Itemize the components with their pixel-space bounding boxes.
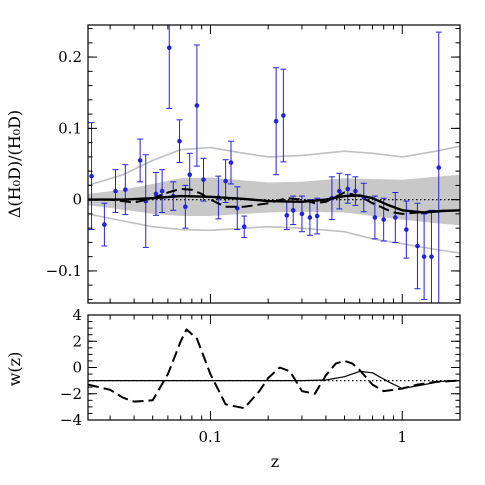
- data-point-29: [345, 186, 351, 192]
- top-y-tick-label: 0: [72, 191, 82, 209]
- top-curve-solid: [88, 194, 460, 214]
- bottom-y-tick-label: −4: [60, 411, 82, 429]
- data-point-19: [241, 224, 247, 230]
- data-point-22: [284, 213, 290, 218]
- x-axis-label: z: [271, 452, 279, 471]
- top-y-tick-label: 0.2: [58, 48, 82, 66]
- data-point-30: [353, 188, 358, 194]
- data-point-21: [281, 113, 286, 118]
- band-1sigma: [88, 174, 460, 226]
- band-2sigma-upper: [88, 145, 460, 187]
- data-point-23: [290, 208, 296, 213]
- data-point-10: [177, 138, 182, 144]
- bottom-curve-dashed: [88, 328, 460, 410]
- top-y-tick-label: −0.1: [46, 262, 82, 280]
- x-tick-label: 1: [397, 428, 407, 446]
- data-point-14: [201, 177, 206, 182]
- bottom-plot-area: [88, 328, 460, 410]
- data-point-34: [393, 215, 398, 220]
- top-plot-area: [88, 25, 460, 303]
- data-point-8: [166, 45, 172, 51]
- bottom-y-tick-label: 4: [72, 306, 82, 324]
- bottom-curve-solid: [88, 370, 460, 390]
- data-point-7: [159, 188, 165, 194]
- top-frame: [87, 24, 461, 304]
- data-point-37: [421, 254, 427, 259]
- top-curve-dashed: [88, 187, 460, 215]
- data-point-28: [337, 188, 342, 194]
- data-point-35: [404, 227, 409, 232]
- top-y-axis-label: Δ(H₀D)/(H₀D): [5, 110, 24, 218]
- data-point-0: [89, 173, 94, 179]
- top-y-tick-label: 0.1: [58, 119, 82, 137]
- x-tick-label: 0.1: [199, 428, 223, 446]
- bottom-y-tick-label: 0: [72, 359, 82, 377]
- data-point-3: [123, 187, 128, 192]
- top-panel: 0.2 0.1 0 −0.1: [46, 24, 461, 304]
- data-point-32: [372, 215, 378, 220]
- data-point-36: [415, 243, 420, 249]
- data-point-2: [113, 188, 118, 194]
- data-point-20: [273, 118, 279, 124]
- bottom-frame: [87, 314, 461, 421]
- data-point-6: [153, 191, 159, 197]
- data-point-1: [102, 222, 107, 227]
- data-point-38: [429, 254, 434, 259]
- band-2sigma-lower: [88, 213, 460, 254]
- data-point-12: [187, 172, 193, 177]
- bottom-panel: 0.1 1 4 2 0 −2 −4: [60, 306, 461, 446]
- data-point-4: [137, 158, 143, 163]
- data-point-11: [183, 204, 188, 210]
- data-point-33: [381, 217, 386, 222]
- data-point-39: [436, 165, 442, 170]
- data-point-17: [228, 160, 234, 165]
- bottom-y-tick-label: 2: [72, 332, 82, 350]
- data-point-24: [299, 211, 305, 217]
- data-point-25: [307, 215, 313, 220]
- data-point-13: [194, 103, 200, 108]
- data-point-16: [223, 178, 228, 184]
- bottom-y-tick-label: −2: [60, 385, 82, 403]
- bottom-y-axis-label: w(z): [5, 352, 24, 387]
- data-point-26: [314, 213, 320, 219]
